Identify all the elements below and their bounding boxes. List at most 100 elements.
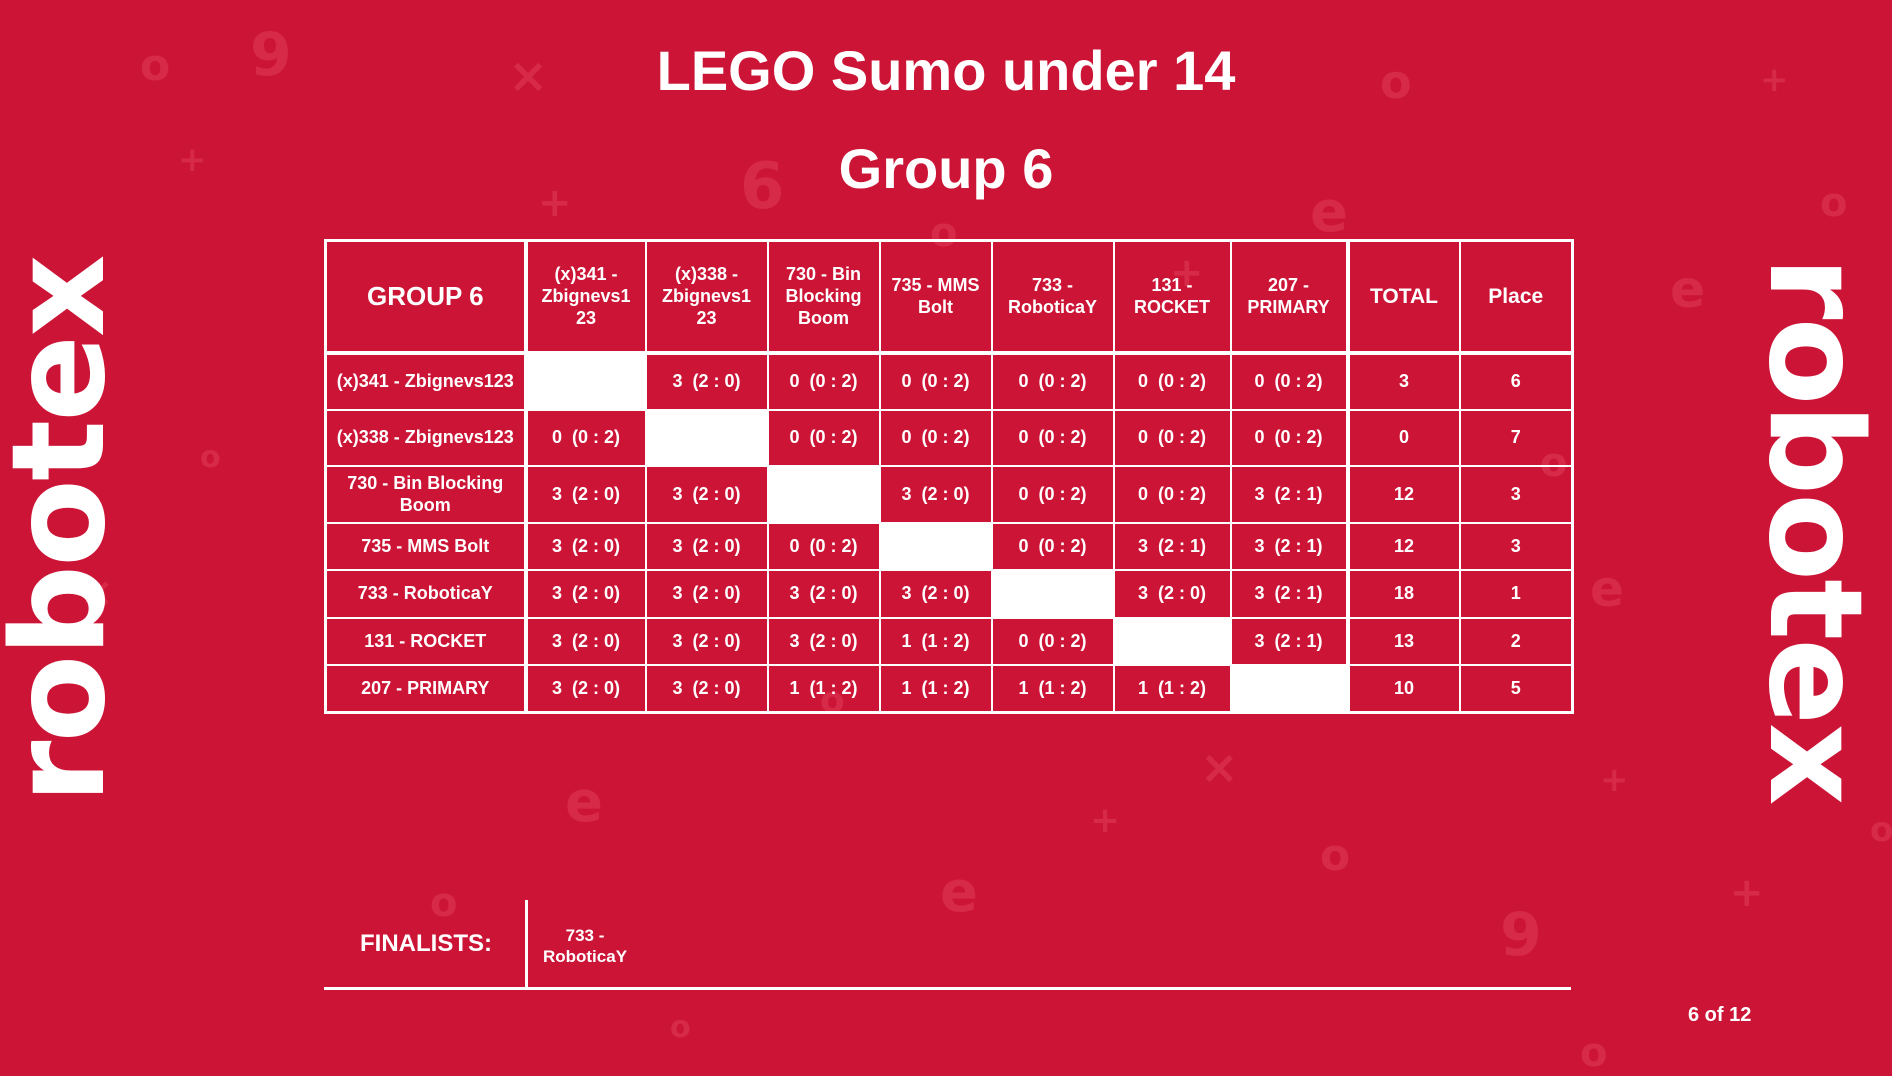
table-row: 131 - ROCKET 3 (2 : 0) 3 (2 : 0) 3 (2 : 0) 1… [324, 616, 1574, 667]
match-result-cell: 3 (2 : 0) [644, 664, 769, 714]
table-row: 730 - Bin Blocking Boom 3 (2 : 0) 3 (2 : 0… [324, 465, 1574, 524]
background-glyph: e [1310, 180, 1348, 245]
match-result-cell: 0 (0 : 2) [524, 408, 647, 468]
total-cell: 18 [1346, 569, 1461, 619]
match-result-cell: 0 (0 : 2) [1112, 408, 1232, 468]
match-result-cell: 0 (0 : 2) [990, 408, 1115, 468]
team-name-cell: 207 - PRIMARY [324, 664, 528, 714]
self-match-cell [766, 465, 881, 524]
background-glyph: o [200, 440, 221, 475]
place-cell: 6 [1458, 352, 1574, 411]
match-result-cell: 0 (0 : 2) [990, 616, 1115, 667]
total-cell: 12 [1346, 465, 1461, 524]
match-result-cell: 3 (2 : 1) [1229, 616, 1350, 667]
background-glyph: + [1760, 60, 1789, 100]
background-glyph: × [80, 570, 114, 616]
robotex-logo-left: robotex [0, 256, 134, 804]
column-header: 207 - PRIMARY [1229, 239, 1350, 356]
table-corner-label: GROUP 6 [324, 239, 528, 356]
match-result-cell: 0 (0 : 2) [766, 408, 881, 468]
column-header: (x)338 - Zbignevs1 23 [644, 239, 769, 356]
self-match-cell [1229, 664, 1350, 714]
match-result-cell: 3 (2 : 1) [1229, 465, 1350, 524]
table-header-row: GROUP 6 (x)341 - Zbignevs1 23 (x)338 - Z… [324, 239, 1574, 356]
match-result-cell: 3 (2 : 0) [1112, 569, 1232, 619]
match-result-cell: 3 (2 : 0) [878, 465, 993, 524]
table-row: 207 - PRIMARY 3 (2 : 0) 3 (2 : 0) 1 (1 : 2)… [324, 664, 1574, 714]
match-result-cell: 3 (2 : 0) [524, 616, 647, 667]
match-result-cell: 3 (2 : 0) [524, 664, 647, 714]
total-cell: 3 [1346, 352, 1461, 411]
total-header: TOTAL [1346, 239, 1461, 356]
background-glyph: e [940, 860, 978, 925]
match-result-cell: 3 (2 : 0) [878, 569, 993, 619]
team-name-cell: (x)341 - Zbignevs123 [324, 352, 528, 411]
place-cell: 5 [1458, 664, 1574, 714]
team-name-cell: 131 - ROCKET [324, 616, 528, 667]
place-cell: 7 [1458, 408, 1574, 468]
self-match-cell [990, 569, 1115, 619]
column-header: 730 - Bin Blocking Boom [766, 239, 881, 356]
background-glyph: 9 [250, 20, 292, 90]
background-glyph: e [565, 770, 603, 835]
background-glyph: o [430, 880, 458, 926]
place-cell: 1 [1458, 569, 1574, 619]
column-header: 735 - MMS Bolt [878, 239, 993, 356]
background-glyph: × [1200, 740, 1239, 794]
self-match-cell [1112, 616, 1232, 667]
column-header: (x)341 - Zbignevs1 23 [524, 239, 647, 356]
match-result-cell: 1 (1 : 2) [878, 664, 993, 714]
match-result-cell: 3 (2 : 1) [1229, 521, 1350, 572]
finalists-label: FINALISTS: [360, 930, 492, 957]
match-result-cell: 3 (2 : 0) [644, 616, 769, 667]
match-result-cell: 3 (2 : 1) [1112, 521, 1232, 572]
self-match-cell [644, 408, 769, 468]
match-result-cell: 0 (0 : 2) [1112, 352, 1232, 411]
table-row: 733 - RoboticaY 3 (2 : 0) 3 (2 : 0) 3 (2 : … [324, 569, 1574, 619]
background-glyph: o [1320, 830, 1351, 881]
background-glyph: o [1820, 180, 1848, 226]
match-result-cell: 3 (2 : 0) [766, 616, 881, 667]
table-row: 735 - MMS Bolt 3 (2 : 0) 3 (2 : 0) 0 (0 : 2… [324, 521, 1574, 572]
background-glyph: e [1670, 260, 1706, 320]
total-cell: 12 [1346, 521, 1461, 572]
background-glyph: 9 [1500, 900, 1542, 970]
background-glyph: o [1380, 55, 1412, 109]
column-header: 733 - RoboticaY [990, 239, 1115, 356]
match-result-cell: 3 (2 : 0) [524, 465, 647, 524]
background-glyph: + [1730, 870, 1764, 916]
self-match-cell [878, 521, 993, 572]
match-result-cell: 3 (2 : 1) [1229, 569, 1350, 619]
table-row: (x)338 - Zbignevs123 0 (0 : 2) 0 (0 : 2) 0 … [324, 408, 1574, 468]
match-result-cell: 3 (2 : 0) [644, 465, 769, 524]
team-name-cell: 730 - Bin Blocking Boom [324, 465, 528, 524]
match-result-cell: 3 (2 : 0) [766, 569, 881, 619]
background-glyph: + [178, 140, 207, 180]
match-result-cell: 0 (0 : 2) [1229, 352, 1350, 411]
match-result-cell: 0 (0 : 2) [878, 408, 993, 468]
background-glyph: e [1590, 560, 1624, 618]
match-result-cell: 0 (0 : 2) [1229, 408, 1350, 468]
background-glyph: × [508, 48, 549, 104]
page-indicator: 6 of 12 [1688, 1004, 1752, 1026]
place-cell: 3 [1458, 465, 1574, 524]
team-name-cell: 735 - MMS Bolt [324, 521, 528, 572]
match-result-cell: 3 (2 : 0) [524, 521, 647, 572]
self-match-cell [524, 352, 647, 411]
match-result-cell: 0 (0 : 2) [990, 465, 1115, 524]
page-title: LEGO Sumo under 14 [656, 39, 1236, 102]
background-glyph: 6 [740, 150, 785, 224]
match-result-cell: 0 (0 : 2) [766, 521, 881, 572]
total-cell: 0 [1346, 408, 1461, 468]
background-glyph: + [1600, 760, 1629, 800]
total-cell: 10 [1346, 664, 1461, 714]
table-row: (x)341 - Zbignevs123 3 (2 : 0) 0 (0 : 2) 0 … [324, 352, 1574, 411]
group-title: Group 6 [838, 137, 1054, 200]
match-result-cell: 3 (2 : 0) [644, 352, 769, 411]
total-cell: 13 [1346, 616, 1461, 667]
table-body: (x)341 - Zbignevs123 3 (2 : 0) 0 (0 : 2) 0 … [324, 352, 1574, 714]
column-header: 131 - ROCKET [1112, 239, 1232, 356]
team-name-cell: (x)338 - Zbignevs123 [324, 408, 528, 468]
match-result-cell: 1 (1 : 2) [1112, 664, 1232, 714]
match-result-cell: 0 (0 : 2) [1112, 465, 1232, 524]
